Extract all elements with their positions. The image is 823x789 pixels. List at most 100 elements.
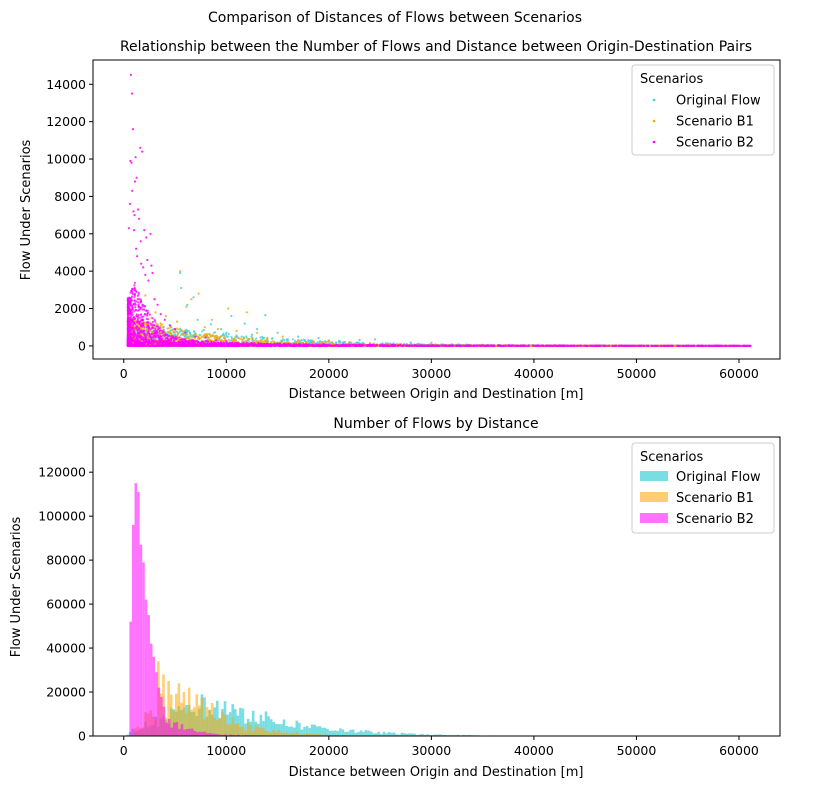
scatter-point xyxy=(202,328,205,332)
scatter-point xyxy=(463,344,466,347)
scatter-point xyxy=(179,334,182,337)
scatter-point xyxy=(198,333,201,336)
scatter-point xyxy=(297,335,300,338)
scatter-title: Relationship between the Number of Flows… xyxy=(120,39,752,55)
scatter-point xyxy=(133,294,137,297)
scatter-point xyxy=(264,341,268,344)
scatter-point xyxy=(222,334,225,337)
scatter-point xyxy=(197,292,200,295)
scatter-point xyxy=(208,333,211,336)
scatter-point xyxy=(203,326,206,329)
scatter-point xyxy=(207,338,210,341)
scatter-point xyxy=(225,333,228,336)
scatter-point xyxy=(234,339,237,342)
scatter-point xyxy=(169,331,172,334)
scatter-series-b1 xyxy=(126,270,750,347)
scatter-point xyxy=(256,328,259,331)
scatter-point xyxy=(162,326,165,329)
scatter-point xyxy=(329,341,332,344)
scatter-point xyxy=(154,320,157,323)
scatter-points xyxy=(126,73,752,347)
scatter-point xyxy=(136,319,139,322)
scatter-point xyxy=(223,336,226,339)
scatter-point xyxy=(154,322,158,325)
scatter-point xyxy=(273,340,276,343)
scatter-point xyxy=(721,344,724,347)
scatter-point xyxy=(176,333,179,336)
scatter-point xyxy=(227,338,230,341)
scatter-point xyxy=(250,333,253,336)
scatter-point xyxy=(281,338,284,341)
scatter-point xyxy=(266,337,269,340)
scatter-point xyxy=(271,337,274,340)
scatter-point xyxy=(245,311,248,314)
scatter-point xyxy=(220,328,223,331)
scatter-point xyxy=(158,332,162,335)
scatter-point xyxy=(133,281,136,284)
scatter-point xyxy=(297,339,300,342)
scatter-point xyxy=(576,344,579,347)
scatter-point xyxy=(126,305,130,308)
scatter-point xyxy=(217,328,220,331)
scatter-point xyxy=(335,341,338,344)
scatter-point xyxy=(212,331,216,334)
scatter-point xyxy=(219,335,222,338)
scatter-point xyxy=(139,313,143,316)
scatter-point xyxy=(190,298,193,301)
scatter-point xyxy=(203,333,206,336)
scatter-point xyxy=(185,337,188,340)
scatter-point xyxy=(281,335,284,338)
scatter-point xyxy=(255,337,258,340)
scatter-point xyxy=(186,333,189,336)
scatter-point xyxy=(234,336,237,339)
scatter-point xyxy=(244,340,247,343)
scatter-point xyxy=(217,336,220,339)
scatter-point xyxy=(213,337,216,340)
scatter-point xyxy=(409,341,412,344)
scatter-point xyxy=(164,314,167,318)
scatter-point xyxy=(316,341,319,344)
scatter-point xyxy=(645,344,648,347)
scatter-point xyxy=(259,336,262,339)
scatter-point xyxy=(133,296,136,299)
scatter-point xyxy=(176,330,179,333)
scatter-point xyxy=(286,338,289,341)
scatter-point xyxy=(211,334,214,337)
scatter-point xyxy=(261,336,265,340)
scatter-point xyxy=(159,324,162,327)
scatter-point xyxy=(135,300,138,303)
scatter-point xyxy=(261,341,264,344)
scatter-point xyxy=(150,330,153,333)
scatter-point xyxy=(222,332,225,335)
scatter-point xyxy=(133,284,136,287)
scatter-point xyxy=(241,338,244,341)
scatter-point xyxy=(338,342,341,345)
scatter-point xyxy=(230,337,234,340)
scatter-point xyxy=(343,340,347,344)
scatter-point xyxy=(188,331,192,334)
scatter-point xyxy=(201,330,204,333)
scatter-point xyxy=(200,335,204,338)
scatter-point xyxy=(130,295,134,298)
scatter-point xyxy=(205,334,208,337)
scatter-point xyxy=(232,337,235,341)
scatter-point xyxy=(166,327,169,330)
scatter-point xyxy=(192,335,195,338)
scatter-point xyxy=(263,339,266,342)
scatter-point xyxy=(213,334,216,338)
scatter-point xyxy=(142,315,145,318)
scatter-point xyxy=(312,340,315,343)
scatter-point xyxy=(296,340,299,344)
scatter-point xyxy=(134,306,137,309)
scatter-point xyxy=(235,329,238,333)
scatter-point xyxy=(177,338,180,341)
scatter-point xyxy=(291,338,294,341)
scatter-point xyxy=(230,314,233,318)
scatter-point xyxy=(139,327,142,330)
scatter-point xyxy=(196,318,199,321)
scatter-point xyxy=(137,313,140,317)
scatter-point xyxy=(186,303,189,306)
scatter-point xyxy=(185,305,188,308)
scatter-point xyxy=(179,270,182,273)
